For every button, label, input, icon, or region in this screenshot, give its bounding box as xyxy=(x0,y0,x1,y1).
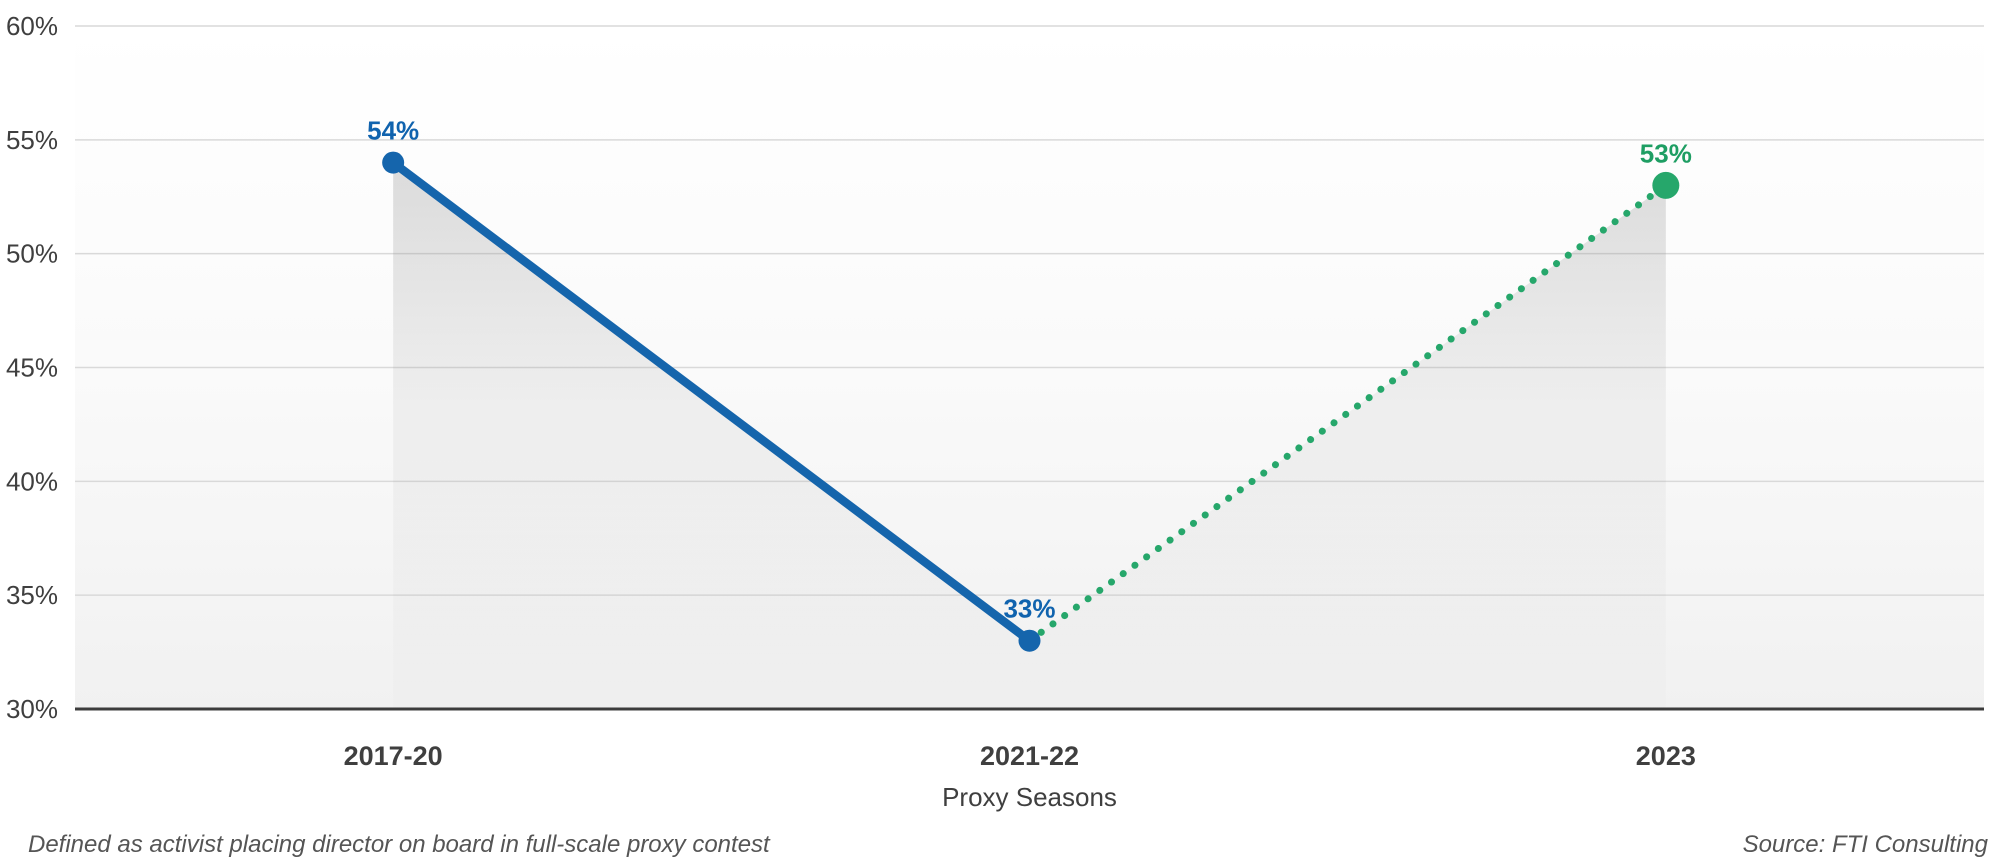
y-tick-40: 40% xyxy=(6,466,58,496)
data-label-2017-20: 54% xyxy=(367,116,419,146)
data-label-2023: 53% xyxy=(1640,138,1692,168)
y-tick-30: 30% xyxy=(6,694,58,724)
x-tick-2023: 2023 xyxy=(1636,741,1696,771)
x-axis-title: Proxy Seasons xyxy=(942,782,1117,812)
area-fill xyxy=(393,162,1666,710)
data-point-2023 xyxy=(1652,171,1680,199)
source-credit: Source: FTI Consulting xyxy=(1743,831,1989,858)
x-tick-2017-20: 2017-20 xyxy=(344,741,443,771)
footnote: Defined as activist placing director on … xyxy=(28,831,771,858)
x-tick-2021-22: 2021-22 xyxy=(980,741,1079,771)
series-solid-line xyxy=(388,158,1034,645)
y-tick-35: 35% xyxy=(6,580,58,610)
y-tick-55: 55% xyxy=(6,125,58,155)
y-tick-60: 60% xyxy=(6,11,58,41)
data-point-2017-20 xyxy=(382,151,405,174)
data-point-2021-22 xyxy=(1018,629,1041,652)
y-tick-45: 45% xyxy=(6,353,58,383)
data-label-2021-22: 33% xyxy=(1003,594,1055,624)
series-dotted-line xyxy=(1026,181,1670,645)
y-tick-50: 50% xyxy=(6,239,58,269)
